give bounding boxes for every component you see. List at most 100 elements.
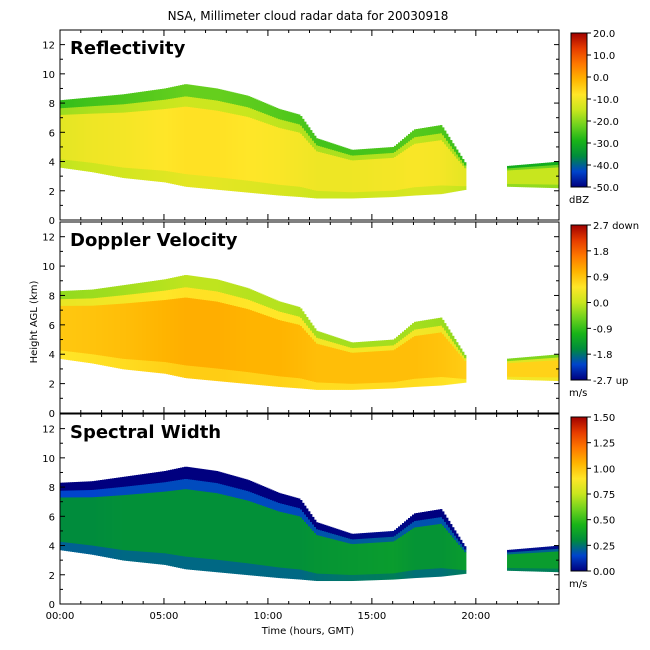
cloud-main-column [426,142,429,187]
cloud-main-column [242,478,245,491]
cloud-main-column [226,178,229,191]
cloud-main-column [396,381,399,389]
cloud-main-column [458,541,461,546]
cloud-main-column [76,107,79,115]
cloud-main-column [270,508,273,567]
cloud-main-column [114,478,117,489]
cloud-main-column [326,346,329,384]
x-tick-label: 15:00 [357,611,386,622]
cloud-main-column [182,287,185,299]
cloud-main-column [126,303,129,360]
cloud-late-column [517,362,520,378]
cloud-main-column [74,497,77,544]
cloud-main-column [168,362,171,375]
cloud-main-column [200,299,203,368]
cloud-main-column [140,111,143,170]
cloud-late-column [509,170,512,185]
cloud-late-column [507,168,510,171]
cloud-late-column [531,184,534,188]
cloud-main-column [166,553,169,566]
cloud-main-column [458,349,461,355]
cloud-main-column [254,291,257,303]
cloud-main-column [350,160,353,193]
cloud-main-column [308,511,311,520]
cloud-late-column [517,184,520,188]
cloud-main-column [380,340,383,347]
cloud-main-column [136,485,139,495]
cloud-late-column [519,184,522,188]
cloud-main-column [62,299,65,307]
cloud-late-column [525,548,528,552]
cloud-late-column [541,552,544,569]
cloud-main-column [88,97,91,107]
cloud-late-column [539,552,542,569]
cloud-main-column [330,533,333,540]
cloud-late-column [521,362,524,378]
cloud-main-column [82,305,85,354]
cloud-late-column [539,358,542,362]
cloud-main-column [286,513,289,569]
cloud-main-column [216,483,219,494]
cloud-main-column [210,99,213,111]
cloud-main-column [322,573,325,582]
cloud-main-column [426,377,429,387]
cloud-late-column [541,568,544,572]
cloud-late-column [515,362,518,378]
cloud-main-column [116,286,119,297]
cloud-main-column [424,511,427,520]
cloud-main-column [274,184,277,196]
cloud-main-column [88,481,91,491]
cloud-late-column [535,547,538,551]
cloud-main-column [448,520,451,528]
cloud-main-column [296,569,299,580]
cloud-main-column [284,313,287,322]
cloud-late-column [547,355,550,359]
cloud-late-column [507,567,510,571]
cloud-main-column [134,302,137,361]
cloud-main-column [160,491,163,554]
cloud-main-column [370,574,373,581]
cloud-late-column [509,567,512,571]
cloud-main-column [376,351,379,384]
cloud-main-column [158,361,161,374]
cloud-main-column [142,293,145,303]
cloud-main-column [210,300,213,369]
y-tick-label: 4 [49,542,55,553]
cloud-main-column [250,117,253,182]
cloud-main-column [388,158,391,192]
cloud-main-column [168,108,171,172]
cloud-main-column [90,545,93,555]
cloud-late-column [513,554,516,569]
cloud-main-column [344,192,347,199]
cloud-main-column [378,542,381,575]
cloud-main-column [124,550,127,561]
cloud-main-column [402,331,405,339]
cloud-main-column [104,479,107,490]
cloud-main-column [448,341,451,379]
cloud-main-column [154,291,157,302]
colorbar-tick-label: -0.9 [593,324,613,335]
cloud-main-column [334,336,337,344]
cloud-main-column [196,108,199,176]
cloud-main-column [450,524,453,531]
cloud-main-column [214,291,217,302]
cloud-main-column [116,94,119,106]
cloud-main-column [366,543,369,575]
cloud-main-column [332,533,335,540]
cloud-main-column [220,302,223,370]
cloud-main-column [352,155,355,161]
cloud-main-column [118,495,121,550]
cloud-main-column [208,558,211,572]
cloud-main-column [294,315,297,325]
cloud-main-column [130,302,133,360]
cloud-late-column [519,376,522,380]
cloud-main-column [148,301,151,362]
cloud-main-column [176,363,179,377]
cloud-main-column [138,551,141,563]
cloud-main-column [202,175,205,189]
cloud-main-column [328,191,331,199]
cloud-main-column [82,114,85,163]
cloud-main-column [386,541,389,575]
cloud-main-column [354,543,357,576]
cloud-main-column [206,176,209,189]
